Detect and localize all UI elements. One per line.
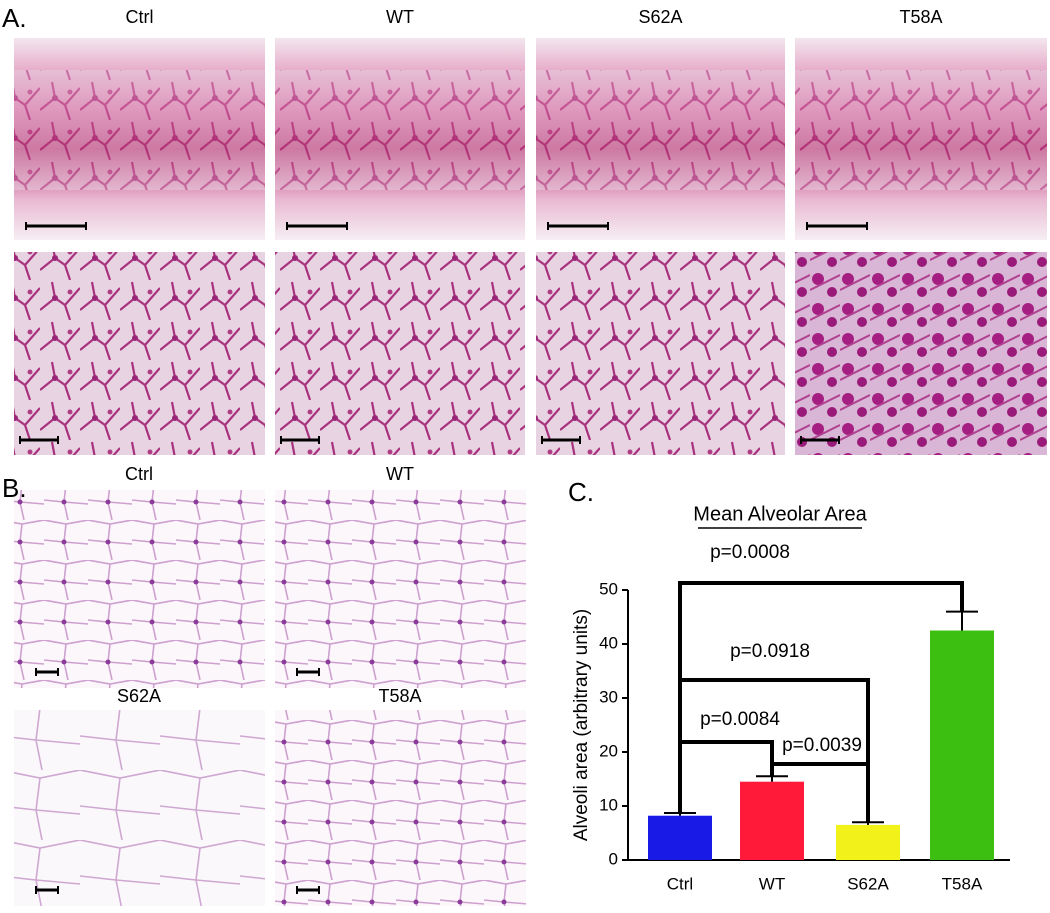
y-tick-label: 0 bbox=[609, 849, 618, 868]
panel-label: C. bbox=[568, 477, 594, 507]
bar bbox=[930, 630, 994, 860]
p-value: p=0.0039 bbox=[782, 735, 862, 756]
panel-label: Ctrl bbox=[125, 464, 153, 484]
bar bbox=[648, 815, 712, 860]
chart-title: Mean Alveolar Area bbox=[693, 503, 867, 525]
significance-bracket bbox=[678, 581, 964, 814]
panel-label: T58A bbox=[378, 686, 421, 706]
panel-label: S62A bbox=[117, 686, 161, 706]
whole-mount-texture bbox=[14, 70, 265, 190]
histology-image bbox=[14, 710, 265, 906]
histology-image bbox=[275, 710, 526, 906]
column-label: S62A bbox=[638, 7, 682, 27]
y-tick-label: 20 bbox=[599, 741, 618, 760]
whole-mount-texture bbox=[795, 70, 1047, 190]
y-tick-label: 50 bbox=[599, 579, 618, 598]
closeup-image bbox=[14, 252, 265, 455]
whole-mount-texture bbox=[536, 70, 785, 190]
whole-mount-texture bbox=[275, 70, 525, 190]
micrographs: Ctrl WT S62A T58A Ctrl WT S62A T58A bbox=[14, 7, 1047, 906]
bar bbox=[836, 824, 900, 860]
histology-image bbox=[14, 490, 265, 688]
histology-image bbox=[275, 490, 526, 688]
closeup-image bbox=[275, 252, 525, 455]
p-value: p=0.0918 bbox=[730, 641, 810, 662]
x-tick-label: S62A bbox=[847, 874, 889, 893]
p-value: p=0.0008 bbox=[710, 542, 790, 563]
y-tick-label: 40 bbox=[599, 633, 618, 652]
significance-bracket bbox=[678, 740, 774, 814]
x-tick-label: WT bbox=[759, 874, 785, 893]
y-tick-label: 30 bbox=[599, 687, 618, 706]
y-axis-label: Alveoli area (arbitrary units) bbox=[571, 609, 592, 841]
bar-chart: Mean Alveolar Area Alveoli area (arbitrar… bbox=[571, 503, 1010, 893]
p-value: p=0.0084 bbox=[700, 709, 780, 730]
significance-bracket bbox=[770, 762, 870, 823]
column-label: T58A bbox=[899, 7, 942, 27]
closeup-image bbox=[795, 252, 1047, 455]
y-tick-label: 10 bbox=[599, 795, 618, 814]
closeup-image bbox=[536, 252, 785, 455]
x-tick-label: T58A bbox=[942, 874, 983, 893]
column-label: WT bbox=[386, 7, 414, 27]
panel-label: B. bbox=[2, 473, 27, 503]
panel-label: A. bbox=[2, 3, 27, 33]
x-tick-label: Ctrl bbox=[667, 874, 693, 893]
panel-label: WT bbox=[386, 464, 414, 484]
bar bbox=[740, 781, 804, 860]
column-label: Ctrl bbox=[126, 7, 154, 27]
